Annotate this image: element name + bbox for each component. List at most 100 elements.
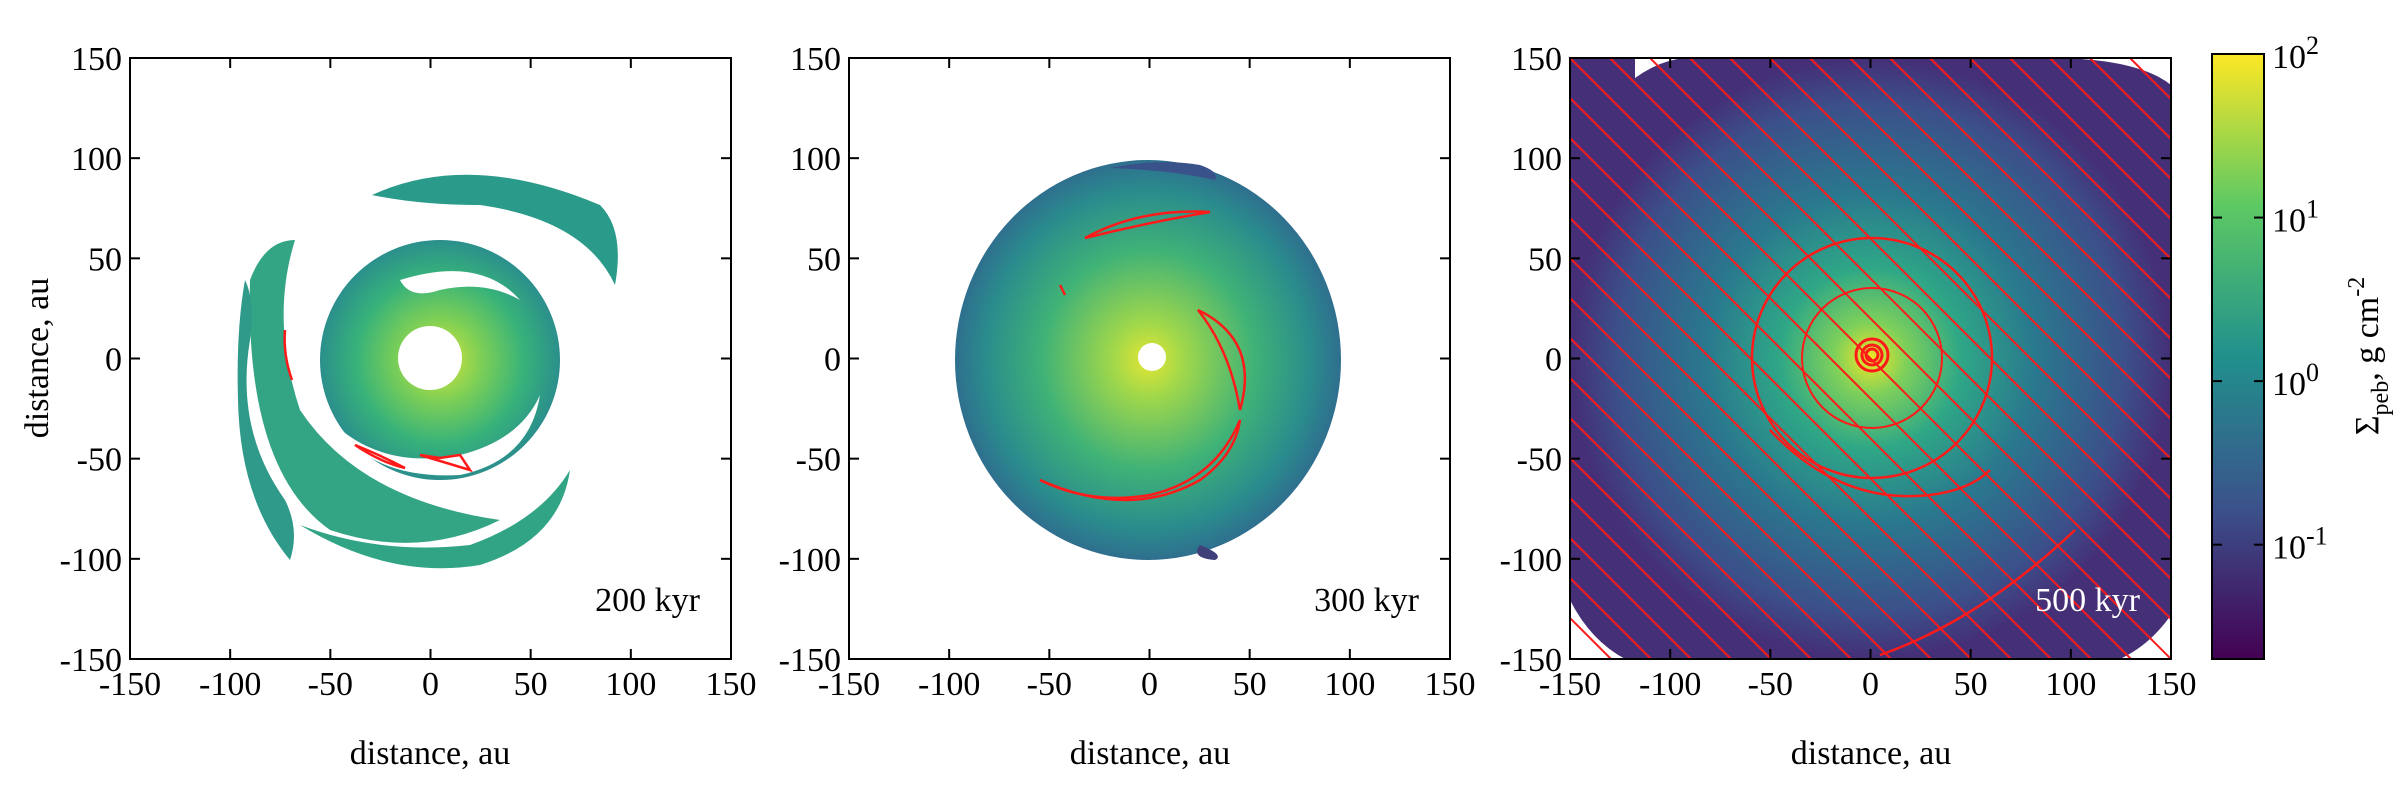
y-axis-label: distance, au (19, 278, 56, 439)
x-tick-label: -100 (199, 666, 261, 703)
hatch-line (1849, 58, 2171, 381)
panel-3: -150 -100 -50 0 50 100 150 -150 -100 -50 0 50 100 15… (1500, 41, 2197, 772)
y-tick-label: -50 (1517, 442, 1562, 479)
x-tick-label: 100 (1324, 666, 1375, 703)
x-tick-label: 100 (2045, 666, 2096, 703)
y-tick-label: -50 (77, 442, 122, 479)
gap-2 (330, 395, 540, 476)
hatch-line (1649, 58, 2171, 581)
disk-edge-bottom (1197, 545, 1218, 560)
y-tick-label: -150 (60, 642, 122, 679)
empty-corner-bottom-right (2120, 615, 2171, 659)
time-label: 300 kyr (1314, 582, 1420, 619)
y-tick-label: 0 (1545, 342, 1562, 379)
y-tick-label: 100 (1511, 141, 1562, 178)
x-tick-label: -150 (1539, 666, 1601, 703)
x-tick-label: 0 (422, 666, 439, 703)
hatch-line (1570, 136, 2092, 659)
y-tick-label: 150 (790, 41, 841, 78)
hatch-line (1929, 58, 2171, 301)
colorbar-tick-label: 10-1 (2272, 522, 2328, 567)
hatch-line (1609, 58, 2171, 621)
y-ticks: -150 -100 -50 0 50 100 150 (779, 41, 1450, 679)
empty-corner-bottom-left (1570, 600, 1625, 659)
y-ticks: -150 -100 -50 0 50 100 150 (1500, 41, 2171, 679)
hatch-line (2049, 58, 2171, 181)
contours-2 (1039, 210, 1247, 502)
empty-corner-top-right (2060, 58, 2171, 85)
hatch-line (1570, 416, 1812, 659)
panel-2: -150 -100 -50 0 50 100 150 -150 -100 -50 0 50 100 15… (779, 41, 1476, 772)
colorbar-gradient (2211, 53, 2265, 660)
hatch-line (1570, 96, 2132, 659)
hatch-line (1570, 336, 1892, 659)
disk-edge-top (1110, 162, 1216, 180)
hatch-line (1570, 296, 1932, 659)
y-tick-label: 0 (105, 342, 122, 379)
y-tick-label: -150 (779, 642, 841, 679)
y-tick-label: 50 (88, 241, 122, 278)
x-ticks: -150 -100 -50 0 50 100 150 (818, 58, 1476, 703)
hatch-line (1570, 376, 1852, 659)
inner-hole (398, 326, 462, 390)
hatch-line (1570, 58, 2171, 659)
spiral-arm-left (249, 240, 500, 543)
hatch-line (1570, 176, 2052, 659)
y-tick-label: 0 (824, 342, 841, 379)
empty-corner-top-left (1635, 58, 1685, 78)
hatch-line (1570, 256, 1972, 659)
x-tick-label: 150 (1425, 666, 1476, 703)
x-tick-label: 150 (2146, 666, 2197, 703)
colorbar-tick-label: 100 (2272, 358, 2319, 403)
disk-image-2 (955, 160, 1341, 560)
colorbar-tick-label: 101 (2272, 195, 2319, 240)
y-tick-label: -100 (779, 542, 841, 579)
panel-1: -150 -100 -50 0 50 100 150 -150 -100 -50 0 50 100 15… (19, 41, 757, 772)
contour-spiral (1769, 429, 1991, 498)
hatch-line (1969, 58, 2171, 261)
y-tick-label: 150 (1511, 41, 1562, 78)
x-ticks: -150 -100 -50 0 50 100 150 (99, 58, 757, 703)
gap-1 (400, 271, 520, 300)
x-tick-label: -100 (918, 666, 980, 703)
disk-image-3 (1570, 58, 2171, 659)
hatch-line (2009, 58, 2171, 221)
colorbar-ticks: 10-1 100 101 102 (2212, 31, 2328, 567)
y-tick-label: 100 (71, 141, 122, 178)
inner-contours (1854, 337, 1890, 373)
x-tick-label: -150 (99, 666, 161, 703)
x-tick-label: -50 (1027, 666, 1072, 703)
y-tick-label: -50 (796, 442, 841, 479)
colorbar-tick-label: 102 (2272, 31, 2319, 76)
hatch-line (1729, 58, 2171, 501)
x-tick-label: 100 (605, 666, 656, 703)
colorbar-label: Σpeb, g cm-2 (2344, 277, 2394, 436)
x-tick-label: 0 (1862, 666, 1879, 703)
y-ticks: -150 -100 -50 0 50 100 150 (60, 41, 731, 679)
x-tick-label: -50 (1748, 666, 1793, 703)
hatch-line (1570, 456, 1772, 659)
contour-ring-mid (1801, 287, 1943, 429)
hatch-line (1809, 58, 2171, 421)
contours-1 (283, 329, 473, 473)
hatch-line (1570, 216, 2012, 659)
contour-ring-outer (1750, 236, 1994, 480)
x-tick-label: 50 (1954, 666, 1988, 703)
x-axis-label: distance, au (350, 735, 511, 772)
y-tick-label: 150 (71, 41, 122, 78)
time-label: 200 kyr (595, 582, 701, 619)
x-tick-label: 0 (1141, 666, 1158, 703)
colorbar: 10-1 100 101 102 Σpeb, g cm-2 (2211, 31, 2394, 660)
hatch-line (1689, 58, 2171, 541)
y-tick-label: 100 (790, 141, 841, 178)
x-tick-label: 50 (1233, 666, 1267, 703)
spiral-arm-outer (372, 174, 618, 285)
x-tick-label: -150 (818, 666, 880, 703)
x-axis-label: distance, au (1791, 735, 1952, 772)
y-tick-label: 50 (807, 241, 841, 278)
hatch-lines (1570, 58, 2171, 659)
x-tick-label: -50 (308, 666, 353, 703)
time-label: 500 kyr (2035, 582, 2141, 619)
y-tick-label: -150 (1500, 642, 1562, 679)
